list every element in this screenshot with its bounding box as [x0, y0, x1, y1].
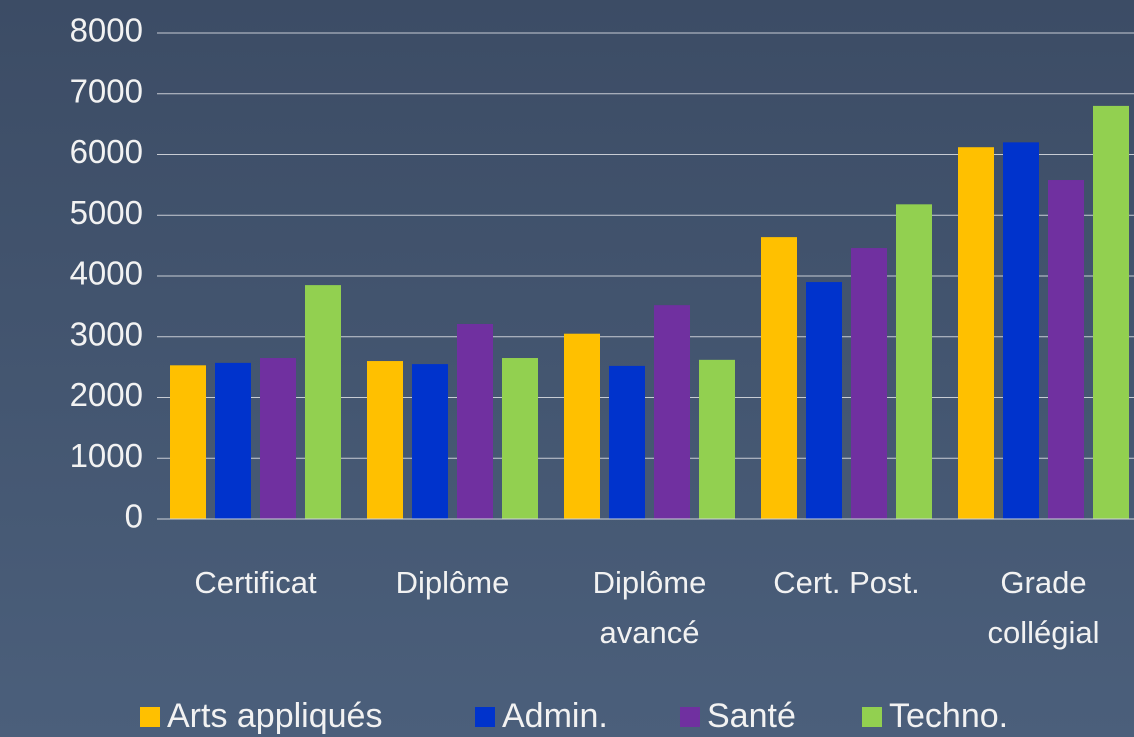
legend-swatch	[862, 707, 882, 727]
bar	[761, 237, 797, 519]
x-tick-label: Diplôme	[395, 565, 510, 600]
bar	[1003, 142, 1039, 519]
bar	[851, 248, 887, 519]
legend-swatch	[680, 707, 700, 727]
y-tick-label: 8000	[70, 12, 143, 49]
bar	[958, 147, 994, 519]
x-tick-label: Cert. Post.	[773, 565, 920, 600]
bar	[305, 285, 341, 519]
legend-label: Arts appliqués	[167, 697, 382, 735]
bar	[260, 358, 296, 519]
bar	[367, 361, 403, 519]
y-tick-label: 6000	[70, 133, 143, 170]
bar	[1093, 105, 1129, 520]
y-tick-label: 7000	[70, 72, 143, 109]
x-tick-label: Certificat	[194, 565, 317, 600]
x-tick-label: Grade collégial	[987, 565, 1100, 650]
y-tick-label: 5000	[70, 194, 143, 231]
bar	[896, 204, 932, 519]
bar	[699, 359, 735, 519]
y-tick-label: 0	[125, 498, 143, 535]
bar	[457, 323, 493, 519]
bar	[170, 365, 206, 519]
legend-label: Santé	[707, 697, 796, 735]
y-tick-label: 2000	[70, 376, 143, 413]
bar	[502, 358, 538, 519]
y-tick-label: 4000	[70, 255, 143, 292]
bar	[215, 362, 251, 519]
bar	[564, 333, 600, 519]
x-tick-label: Diplôme avancé	[592, 565, 707, 650]
bar	[654, 305, 690, 519]
y-tick-label: 3000	[70, 315, 143, 352]
bar	[609, 365, 645, 519]
legend-swatch	[475, 707, 495, 727]
bar	[806, 282, 842, 519]
bar	[412, 364, 448, 519]
legend-label: Techno.	[889, 697, 1008, 735]
legend-label: Admin.	[502, 697, 608, 735]
legend-swatch	[140, 707, 160, 727]
y-tick-label: 1000	[70, 437, 143, 474]
bar	[1048, 180, 1084, 519]
